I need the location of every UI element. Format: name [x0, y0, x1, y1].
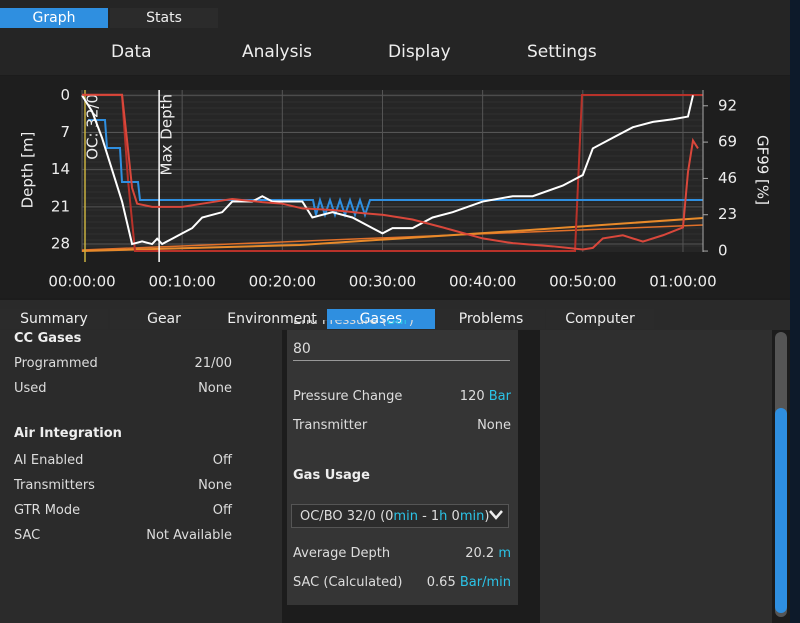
select-text: h — [439, 509, 448, 524]
gas-usage-title: Gas Usage — [293, 468, 370, 483]
value: Off — [212, 453, 232, 468]
end-pressure-input[interactable]: 80 — [293, 341, 510, 361]
desktop-edge — [790, 0, 800, 623]
select-text: 0 — [447, 509, 460, 524]
annotation: OC: 32/0 — [84, 94, 102, 160]
tab-graph[interactable]: Graph — [0, 8, 108, 28]
menu-data[interactable]: Data — [111, 42, 152, 62]
unit: Bar — [386, 320, 409, 328]
y-tick-label: 14 — [51, 160, 70, 178]
orange-line — [81, 217, 704, 252]
select-text: OC/BO 32/0 (0 — [300, 509, 394, 524]
unit: m — [498, 546, 511, 561]
x-tick-label: 01:00:00 — [649, 273, 716, 291]
label: Pressure Change — [293, 389, 403, 404]
x-tick-label: 00:10:00 — [148, 273, 215, 291]
label: GTR Mode — [14, 503, 81, 518]
y-tick-label: 21 — [51, 197, 70, 215]
dropdown-arrow — [489, 510, 503, 520]
air-integration-title: Air Integration — [14, 426, 122, 441]
scrollbar-thumb[interactable] — [775, 408, 787, 613]
value: None — [477, 418, 511, 433]
y2-axis-title: GF99 [%] — [754, 135, 772, 205]
end-pressure-label: End Pressure (Bar) — [293, 320, 414, 332]
value: Not Available — [146, 528, 232, 543]
y-axis-title: Depth [m] — [19, 132, 37, 209]
chevron — [489, 510, 503, 520]
value: Off — [212, 503, 232, 518]
label: End Pressure ( — [293, 320, 387, 328]
label: Transmitter — [293, 418, 368, 433]
value: 0.65 — [426, 575, 456, 590]
left-panel — [0, 330, 282, 623]
value: 20.2 — [465, 546, 495, 561]
value: 0.65 Bar/min — [427, 575, 511, 590]
annotation: Max Depth — [158, 94, 176, 175]
tab[interactable]: Problems — [437, 309, 545, 329]
value: 21/00 — [194, 356, 232, 371]
tab[interactable]: Computer — [546, 309, 654, 329]
label: Used — [14, 381, 47, 396]
label: Transmitters — [14, 478, 95, 493]
select-text: - 1 — [417, 509, 440, 524]
x-tick-label: 00:00:00 — [48, 273, 115, 291]
cc-gases-title: CC Gases — [14, 331, 82, 346]
y-tick-label: 7 — [60, 123, 70, 141]
label: AI Enabled — [14, 453, 84, 468]
select-text: min — [459, 509, 485, 524]
label: Average Depth — [293, 546, 391, 561]
label: ) — [408, 320, 414, 328]
value: None — [198, 478, 232, 493]
tab[interactable]: Gases — [327, 309, 435, 329]
y-tick-label: 28 — [51, 235, 70, 253]
middle-panel — [287, 330, 518, 605]
value: 20.2 m — [465, 546, 511, 561]
gas-select[interactable]: OC/BO 32/0 (0min - 1h 0min) — [291, 504, 509, 528]
x-tick-label: 00:30:00 — [349, 273, 416, 291]
tab[interactable]: Environment — [218, 309, 326, 329]
y2-tick-label: 69 — [718, 133, 737, 151]
y2-tick-label: 92 — [718, 96, 737, 114]
value: None — [198, 381, 232, 396]
menu-analysis[interactable]: Analysis — [242, 42, 313, 62]
select-text: ) — [484, 509, 490, 524]
x-tick-label: 00:50:00 — [549, 273, 616, 291]
chart: Depth [m] GF99 [%] 00:00:00 00:10:00 00:20… — [0, 76, 800, 298]
value: 120 — [459, 389, 485, 404]
unit: Bar/min — [459, 575, 511, 590]
tab[interactable]: Summary — [0, 309, 108, 329]
x-tick-label: 00:40:00 — [449, 273, 516, 291]
menu-settings[interactable]: Settings — [527, 42, 597, 62]
series-line — [81, 94, 694, 246]
series-line — [82, 93, 699, 251]
menu-display[interactable]: Display — [388, 42, 451, 62]
value: 120 Bar — [460, 389, 511, 404]
unit: Bar — [488, 389, 511, 404]
label: SAC — [14, 528, 41, 543]
right-panel — [540, 330, 772, 623]
y2-tick-label: 46 — [718, 169, 737, 187]
label: SAC (Calculated) — [293, 575, 403, 590]
tab-stats[interactable]: Stats — [110, 8, 218, 28]
y2-tick-label: 0 — [718, 242, 728, 260]
orange-line — [81, 224, 704, 251]
y-tick-label: 0 — [60, 86, 70, 104]
select-text: min — [393, 509, 418, 524]
tab[interactable]: Gear — [110, 309, 218, 329]
label: Programmed — [14, 356, 98, 371]
x-tick-label: 00:20:00 — [249, 273, 316, 291]
y2-tick-label: 23 — [718, 205, 737, 223]
